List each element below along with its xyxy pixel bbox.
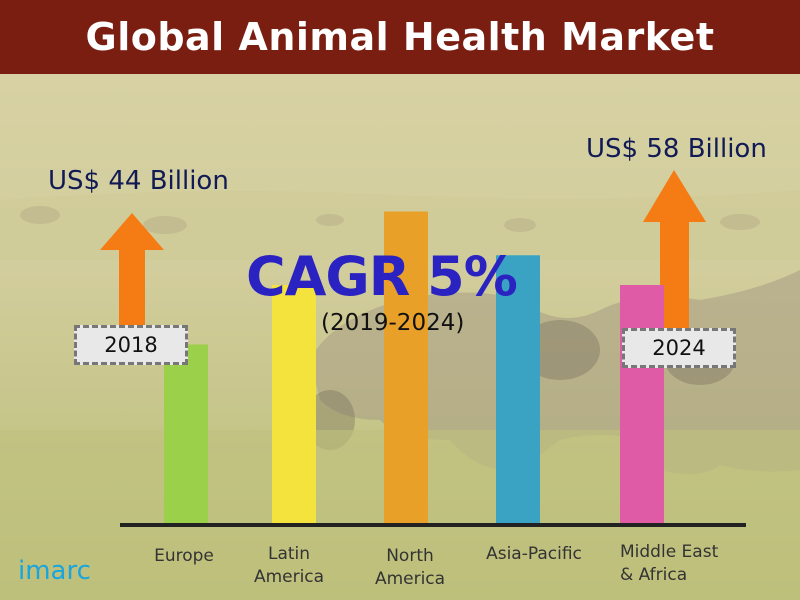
growth-arrow-2024-icon [643, 170, 706, 330]
category-label-north: North America [374, 546, 446, 589]
bar-series [164, 211, 664, 523]
page-title: Global Animal Health Market [85, 15, 715, 59]
title-bar: Global Animal Health Market [0, 0, 800, 74]
category-label-asia-pacific: Asia-Pacific [486, 544, 582, 564]
bar-north [384, 211, 428, 523]
logo-text: imarc [18, 556, 91, 586]
bar-europe [164, 344, 208, 523]
category-label-europe: Europe [154, 546, 214, 566]
year-box-end: 2024 [622, 328, 736, 368]
year-end-label: 2024 [652, 336, 706, 360]
imarc-logo: imarc [18, 556, 91, 586]
market-value-2024: US$ 58 Billion [586, 134, 767, 164]
cagr-period-label: (2019-2024) [321, 310, 465, 336]
year-box-start: 2018 [74, 325, 188, 365]
growth-arrow-2018-icon [100, 213, 164, 325]
bar-middle-east [620, 285, 664, 523]
cagr-label: CAGR 5% [246, 245, 518, 308]
market-value-2018: US$ 44 Billion [48, 166, 229, 196]
category-label-latin: Latin America [253, 544, 325, 587]
category-label-middle-east: Middle East & Africa [620, 542, 719, 585]
bar-latin [272, 285, 316, 523]
bar-asia-pacific [496, 255, 540, 523]
year-start-label: 2018 [104, 333, 158, 357]
